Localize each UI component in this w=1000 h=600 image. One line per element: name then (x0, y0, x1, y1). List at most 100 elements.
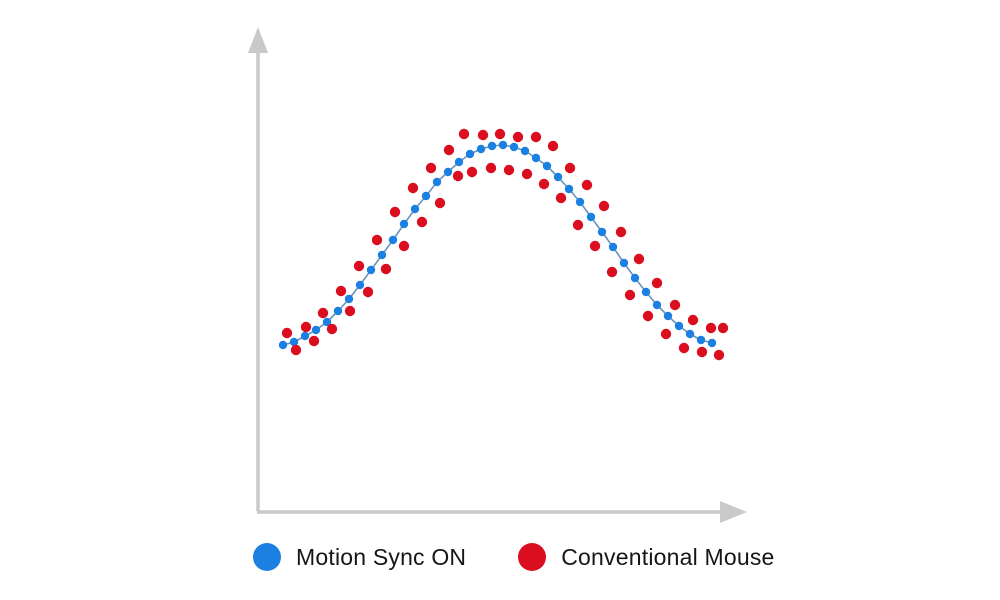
conventional-mouse-legend-label: Conventional Mouse (561, 543, 775, 570)
motion-sync-legend-label: Motion Sync ON (296, 543, 467, 570)
motion-sync-data-point (366, 265, 376, 275)
motion-sync-data-point (300, 331, 310, 341)
conventional-mouse-data-point (521, 168, 533, 180)
conventional-mouse-data-point (555, 192, 567, 204)
motion-sync-data-point (619, 258, 629, 268)
conventional-mouse-data-point (371, 234, 383, 246)
motion-sync-data-point (498, 140, 508, 150)
conventional-mouse-data-point (344, 305, 356, 317)
motion-sync-data-point (575, 197, 585, 207)
conventional-mouse-data-point (512, 131, 524, 143)
conventional-mouse-data-point (598, 200, 610, 212)
conventional-mouse-data-point (416, 216, 428, 228)
conventional-mouse-data-point (642, 310, 654, 322)
motion-sync-data-point (652, 300, 662, 310)
motion-sync-data-point (289, 337, 299, 347)
conventional-mouse-data-point (669, 299, 681, 311)
conventional-mouse-data-point (458, 128, 470, 140)
conventional-mouse-data-point (398, 240, 410, 252)
conventional-mouse-data-point (300, 321, 312, 333)
conventional-mouse-data-point (547, 140, 559, 152)
motion-sync-data-point (443, 167, 453, 177)
motion-sync-data-point (432, 177, 442, 187)
y-axis (248, 27, 268, 511)
motion-sync-data-point (344, 294, 354, 304)
conventional-mouse-data-point (572, 219, 584, 231)
conventional-mouse-data-point (651, 277, 663, 289)
conventional-mouse-data-point (308, 335, 320, 347)
motion-sync-data-point (388, 235, 398, 245)
conventional-mouse-data-point (633, 253, 645, 265)
motion-sync-data-point (377, 250, 387, 260)
y-axis-arrow-icon (248, 27, 268, 53)
x-axis-arrow-icon (720, 501, 747, 523)
motion-sync-data-point (531, 153, 541, 163)
motion-sync-data-point (322, 317, 332, 327)
conventional-mouse-data-point (407, 182, 419, 194)
motion-sync-data-point (685, 329, 695, 339)
conventional-mouse-data-point (615, 226, 627, 238)
motion-sync-data-point (597, 227, 607, 237)
conventional-mouse-data-point (443, 144, 455, 156)
motion-sync-data-point (278, 340, 288, 350)
motion-sync-series (278, 140, 717, 350)
motion-sync-data-point (641, 287, 651, 297)
x-axis (257, 501, 747, 523)
conventional-mouse-data-point (281, 327, 293, 339)
conventional-mouse-data-point (696, 346, 708, 358)
conventional-mouse-data-point (389, 206, 401, 218)
motion-sync-data-point (509, 142, 519, 152)
conventional-mouse-data-point (624, 289, 636, 301)
conventional-mouse-data-point (317, 307, 329, 319)
conventional-mouse-data-point (589, 240, 601, 252)
motion-sync-data-point (465, 149, 475, 159)
motion-sync-data-point (586, 212, 596, 222)
motion-sync-data-point (674, 321, 684, 331)
conventional-mouse-data-point (678, 342, 690, 354)
motion-sync-data-point (608, 242, 618, 252)
motion-sync-data-point (707, 338, 717, 348)
conventional-mouse-data-point (335, 285, 347, 297)
motion-sync-data-point (454, 157, 464, 167)
conventional-mouse-data-point (362, 286, 374, 298)
conventional-mouse-data-point (581, 179, 593, 191)
conventional-mouse-series (281, 128, 729, 361)
motion-sync-line (282, 144, 713, 346)
motion-sync-data-point (355, 280, 365, 290)
conventional-mouse-data-point (687, 314, 699, 326)
motion-sync-data-point (311, 325, 321, 335)
motion-sync-data-point (421, 191, 431, 201)
conventional-mouse-data-point (477, 129, 489, 141)
conventional-mouse-data-point (606, 266, 618, 278)
motion-sync-data-point (399, 219, 409, 229)
motion-sync-data-point (487, 141, 497, 151)
motion-sync-data-point (542, 161, 552, 171)
conventional-mouse-data-point (452, 170, 464, 182)
conventional-mouse-data-point (380, 263, 392, 275)
conventional-mouse-data-point (713, 349, 725, 361)
conventional-mouse-data-point (717, 322, 729, 334)
conventional-mouse-data-point (466, 166, 478, 178)
conventional-mouse-data-point (425, 162, 437, 174)
conventional-mouse-data-point (660, 328, 672, 340)
legend: Motion Sync ON Conventional Mouse (253, 543, 775, 571)
motion-sync-data-point (410, 204, 420, 214)
motion-sync-legend-dot-icon (253, 543, 281, 571)
conventional-mouse-data-point (705, 322, 717, 334)
conventional-mouse-data-point (530, 131, 542, 143)
motion-sync-data-point (564, 184, 574, 194)
legend-item-conventional-mouse: Conventional Mouse (518, 543, 774, 571)
conventional-mouse-data-point (485, 162, 497, 174)
motion-sync-data-point (663, 311, 673, 321)
motion-sync-data-point (476, 144, 486, 154)
conventional-mouse-data-point (538, 178, 550, 190)
motion-sync-data-point (333, 306, 343, 316)
legend-item-motion-sync: Motion Sync ON (253, 543, 466, 571)
conventional-mouse-data-point (326, 323, 338, 335)
conventional-mouse-legend-dot-icon (518, 543, 547, 571)
conventional-mouse-data-point (494, 128, 506, 140)
motion-sync-data-point (696, 335, 706, 345)
motion-sync-data-point (553, 172, 563, 182)
